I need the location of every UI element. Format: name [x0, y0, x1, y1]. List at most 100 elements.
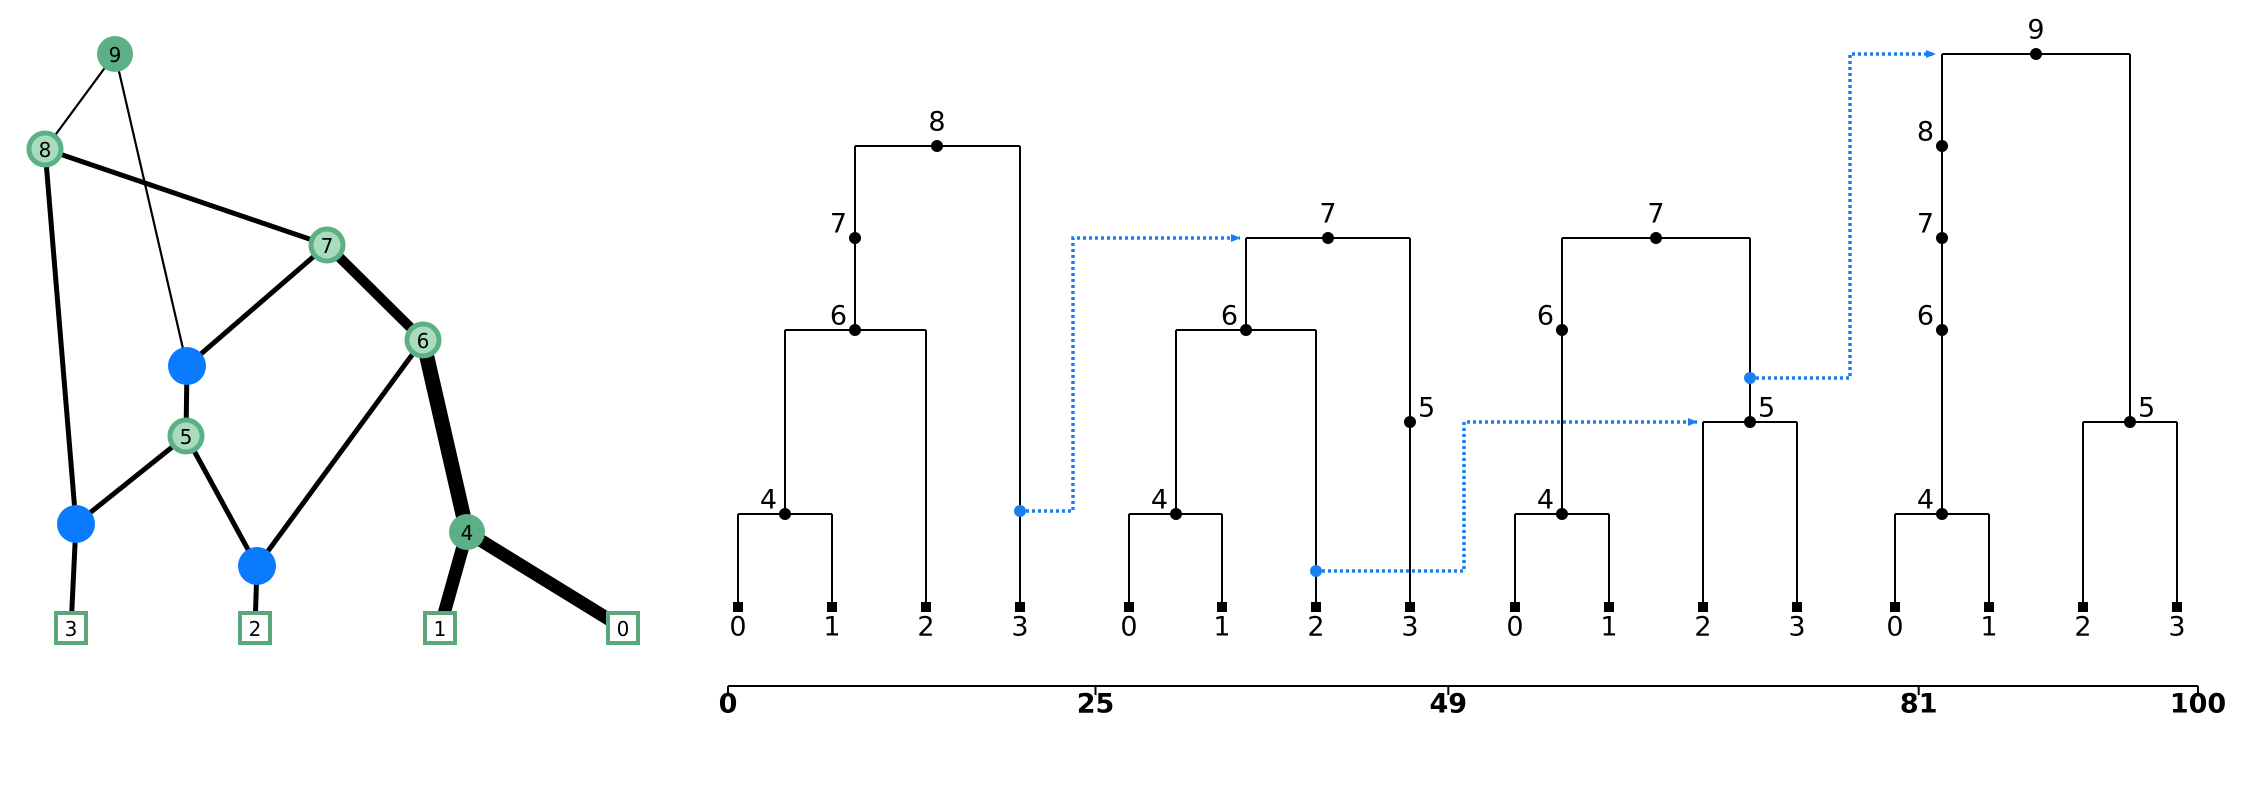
tree-2-node-label-4: 4 [1537, 485, 1554, 516]
tree-1-node-label-5: 5 [1418, 393, 1435, 424]
tree-3-node-label-4: 4 [1917, 485, 1934, 516]
tree-1-node-4 [1170, 508, 1182, 520]
transition-start-dot-1 [1014, 505, 1026, 517]
tree-2-node-5 [1744, 416, 1756, 428]
tree-1-leaf-1 [1217, 602, 1227, 612]
graph-edge-8-7 [44, 146, 328, 248]
graph-node-7 [308, 226, 346, 264]
tree-0-node-label-4: 4 [760, 485, 777, 516]
tree-0-leaf-label-0: 0 [729, 612, 746, 643]
tree-sequence: 4 6 7 8 0 1 2 3 4 6 5 7 0 1 2 3 4 6 5 7 0 1 2 3 4 6 7 8 5 9 0 1 2 3 [729, 15, 2185, 643]
tree-0-leaf-3 [1015, 602, 1025, 612]
tree-3-leaf-label-2: 2 [2074, 612, 2091, 643]
tree-0-node-label-7: 7 [830, 209, 847, 240]
graph-edge-5-bC [183, 434, 260, 568]
graph-node-label-6: 6 [417, 329, 430, 353]
graph-edge-5-bB [74, 434, 188, 526]
transition-start-dot-2 [1310, 565, 1322, 577]
tree-2-leaf-0 [1510, 602, 1520, 612]
tree-0-node-7 [849, 232, 861, 244]
graph-node-6 [404, 321, 442, 359]
genome-axis: 0 25 49 81 100 [719, 685, 2226, 720]
tree-0-leaf-1 [827, 602, 837, 612]
graph-node-label-9: 9 [109, 43, 122, 67]
graph-edge-4-s0 [463, 526, 627, 634]
tree-2-leaf-label-1: 1 [1600, 612, 1617, 643]
graph-edges [42, 53, 627, 634]
transition-arrow-1 [1020, 234, 1241, 513]
tree-2-leaf-2 [1698, 602, 1708, 612]
graph-sample-s2 [238, 611, 272, 645]
tree-3-leaf-label-1: 1 [1980, 612, 1997, 643]
tree-1-node-6 [1240, 324, 1252, 336]
tree-2-leaf-1 [1604, 602, 1614, 612]
tree-1-leaf-label-2: 2 [1307, 612, 1324, 643]
tree-3-node-label-5: 5 [2138, 393, 2155, 424]
axis-tick-label-100: 100 [2170, 689, 2226, 720]
graph-sample-label-s0: 0 [617, 617, 630, 641]
graph-node-5 [167, 417, 205, 455]
graph-node-label-4: 4 [461, 521, 474, 545]
tree-1: 4 6 5 7 0 1 2 3 [1120, 199, 1435, 643]
graph-sample-s3 [54, 611, 88, 645]
tree-2-node-6 [1556, 324, 1568, 336]
tree-1-leaf-0 [1124, 602, 1134, 612]
tree-2-node-4 [1556, 508, 1568, 520]
graph-edge-9-bA [113, 53, 189, 367]
network-graph: 9 8 7 6 5 4 3 2 1 0 [26, 36, 640, 645]
tree-3-node-label-7: 7 [1917, 209, 1934, 240]
transition-arrow-2 [1316, 418, 1698, 573]
tree-0-node-6 [849, 324, 861, 336]
tree-2-leaf-3 [1792, 602, 1802, 612]
graph-node-bB [57, 505, 95, 543]
graph-sample-label-s1: 1 [434, 617, 447, 641]
axis-tick-label-81: 81 [1900, 689, 1938, 720]
tree-2-node-7 [1650, 232, 1662, 244]
tree-0: 4 6 7 8 0 1 2 3 [729, 107, 1028, 643]
tree-1-leaf-label-3: 3 [1401, 612, 1418, 643]
graph-node-9 [97, 36, 133, 72]
tree-0-node-4 [779, 508, 791, 520]
graph-node-bA [168, 347, 206, 385]
tree-3: 4 6 7 8 5 9 0 1 2 3 [1886, 15, 2185, 643]
transition-arrows [1014, 50, 1936, 577]
tree-3-leaf-label-0: 0 [1886, 612, 1903, 643]
tree-0-leaf-0 [733, 602, 743, 612]
tree-2-node-label-6: 6 [1537, 301, 1554, 332]
tree-2-leaf-label-0: 0 [1506, 612, 1523, 643]
tree-1-node-label-6: 6 [1221, 301, 1238, 332]
tree-0-leaf-label-1: 1 [823, 612, 840, 643]
graph-edge-7-bA [185, 243, 329, 368]
graph-sample-label-s3: 3 [65, 617, 78, 641]
graph-node-8 [26, 130, 64, 168]
tree-3-node-7 [1936, 232, 1948, 244]
axis-tick-label-25: 25 [1077, 689, 1115, 720]
tree-3-node-4 [1936, 508, 1948, 520]
tree-3-leaf-3 [2172, 602, 2182, 612]
axis-tick-label-49: 49 [1430, 689, 1468, 720]
tree-2-node-label-5: 5 [1758, 393, 1775, 424]
transition-arrow-3 [1750, 50, 1936, 380]
tree-1-node-5 [1404, 416, 1416, 428]
tree-3-leaf-label-3: 3 [2168, 612, 2185, 643]
graph-edge-8-bB [42, 148, 79, 525]
graph-edge-6-4 [415, 338, 475, 534]
tree-3-node-8 [1936, 140, 1948, 152]
graph-edge-7-6 [323, 241, 427, 344]
tree-0-node-label-6: 6 [830, 301, 847, 332]
tree-3-node-label-8: 8 [1917, 117, 1934, 148]
tree-1-leaf-3 [1405, 602, 1415, 612]
tree-3-node-5 [2124, 416, 2136, 428]
graph-node-label-8: 8 [39, 138, 52, 162]
tree-2-leaf-label-3: 3 [1788, 612, 1805, 643]
tree-2-node-label-7: 7 [1647, 199, 1664, 230]
tree-3-leaf-2 [2078, 602, 2088, 612]
tree-1-node-label-4: 4 [1151, 485, 1168, 516]
tree-3-node-label-6: 6 [1917, 301, 1934, 332]
tree-3-node-9 [2030, 48, 2042, 60]
graph-sample-s0 [606, 611, 640, 645]
tree-0-leaf-label-2: 2 [917, 612, 934, 643]
tree-1-node-7 [1322, 232, 1334, 244]
